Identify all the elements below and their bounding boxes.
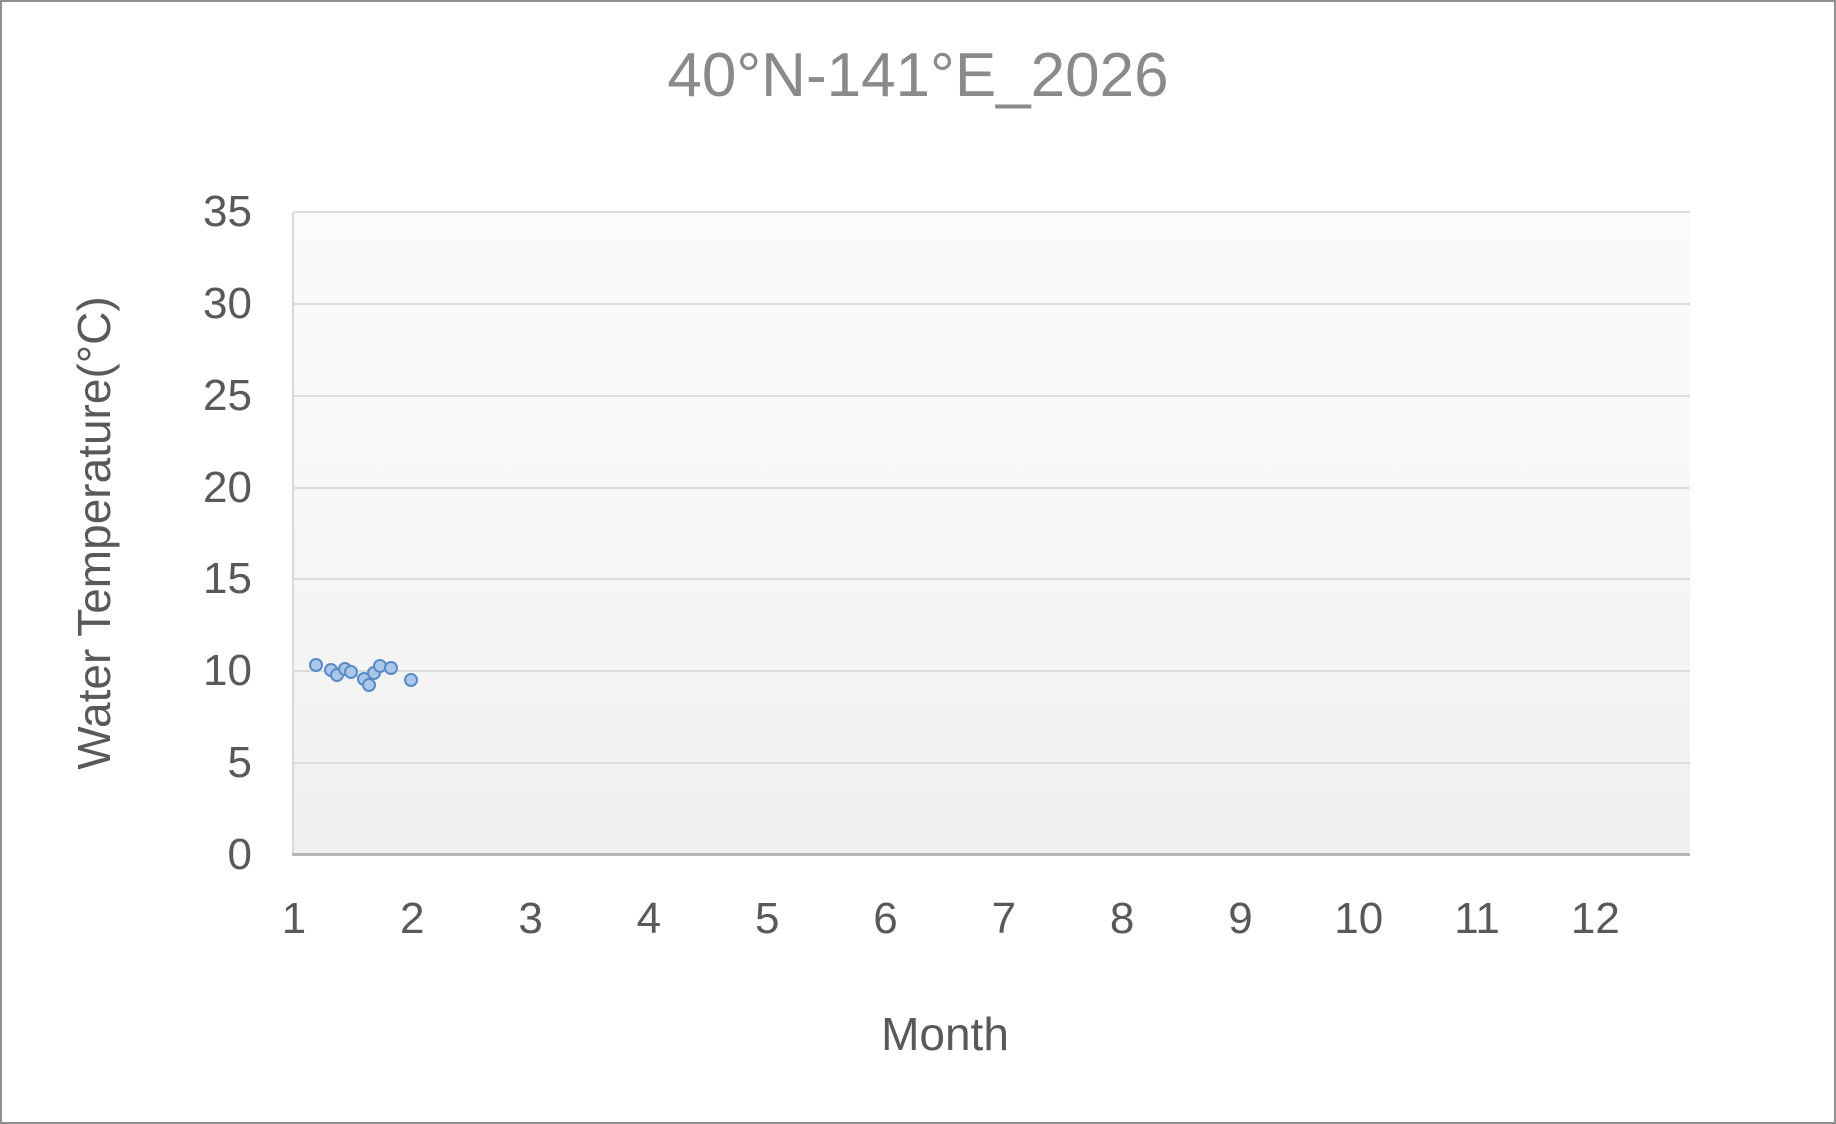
- x-tick-label: 4: [636, 894, 662, 943]
- y-tick-label: 5: [227, 738, 252, 788]
- y-tick-label: 25: [203, 370, 252, 420]
- y-tick-label: 0: [227, 830, 252, 879]
- data-point-marker: [361, 678, 376, 693]
- gridline: [294, 670, 1690, 673]
- x-tick-label: 5: [754, 894, 780, 943]
- x-tick-label: 8: [1109, 894, 1135, 943]
- x-tick-label: 9: [1228, 894, 1253, 943]
- data-point-marker: [343, 665, 358, 680]
- x-axis-line: [292, 853, 1690, 856]
- data-point-marker: [404, 672, 419, 687]
- x-tick-label: 12: [1570, 894, 1620, 943]
- data-point-marker: [384, 660, 398, 675]
- gridline: [294, 211, 1690, 213]
- gridline: [294, 486, 1690, 489]
- y-tick-label: 15: [203, 554, 252, 604]
- y-tick-label: 20: [203, 462, 252, 512]
- data-point-marker: [309, 657, 324, 672]
- gridline: [294, 762, 1690, 765]
- y-tick-label: 10: [203, 646, 252, 696]
- x-tick-label: 11: [1454, 894, 1500, 943]
- gridline: [294, 578, 1690, 581]
- y-axis-line: [292, 212, 294, 855]
- x-tick-label: 10: [1334, 894, 1384, 943]
- x-tick-label: 6: [873, 894, 898, 943]
- gridline: [294, 302, 1690, 305]
- y-axis-title: Water Temperature(°C): [68, 296, 120, 770]
- y-tick-label: 30: [203, 278, 252, 328]
- x-tick-label: 3: [518, 894, 543, 943]
- x-tick-label: 7: [991, 894, 1017, 943]
- x-tick-label: 2: [400, 894, 425, 943]
- plot-area: [294, 211, 1690, 855]
- chart-title: 40°N-141°E_2026: [667, 41, 1169, 110]
- y-tick-label: 35: [203, 187, 252, 236]
- gridline: [294, 394, 1690, 397]
- x-tick-label: 1: [281, 894, 307, 943]
- x-axis-title: Month: [881, 1008, 1009, 1060]
